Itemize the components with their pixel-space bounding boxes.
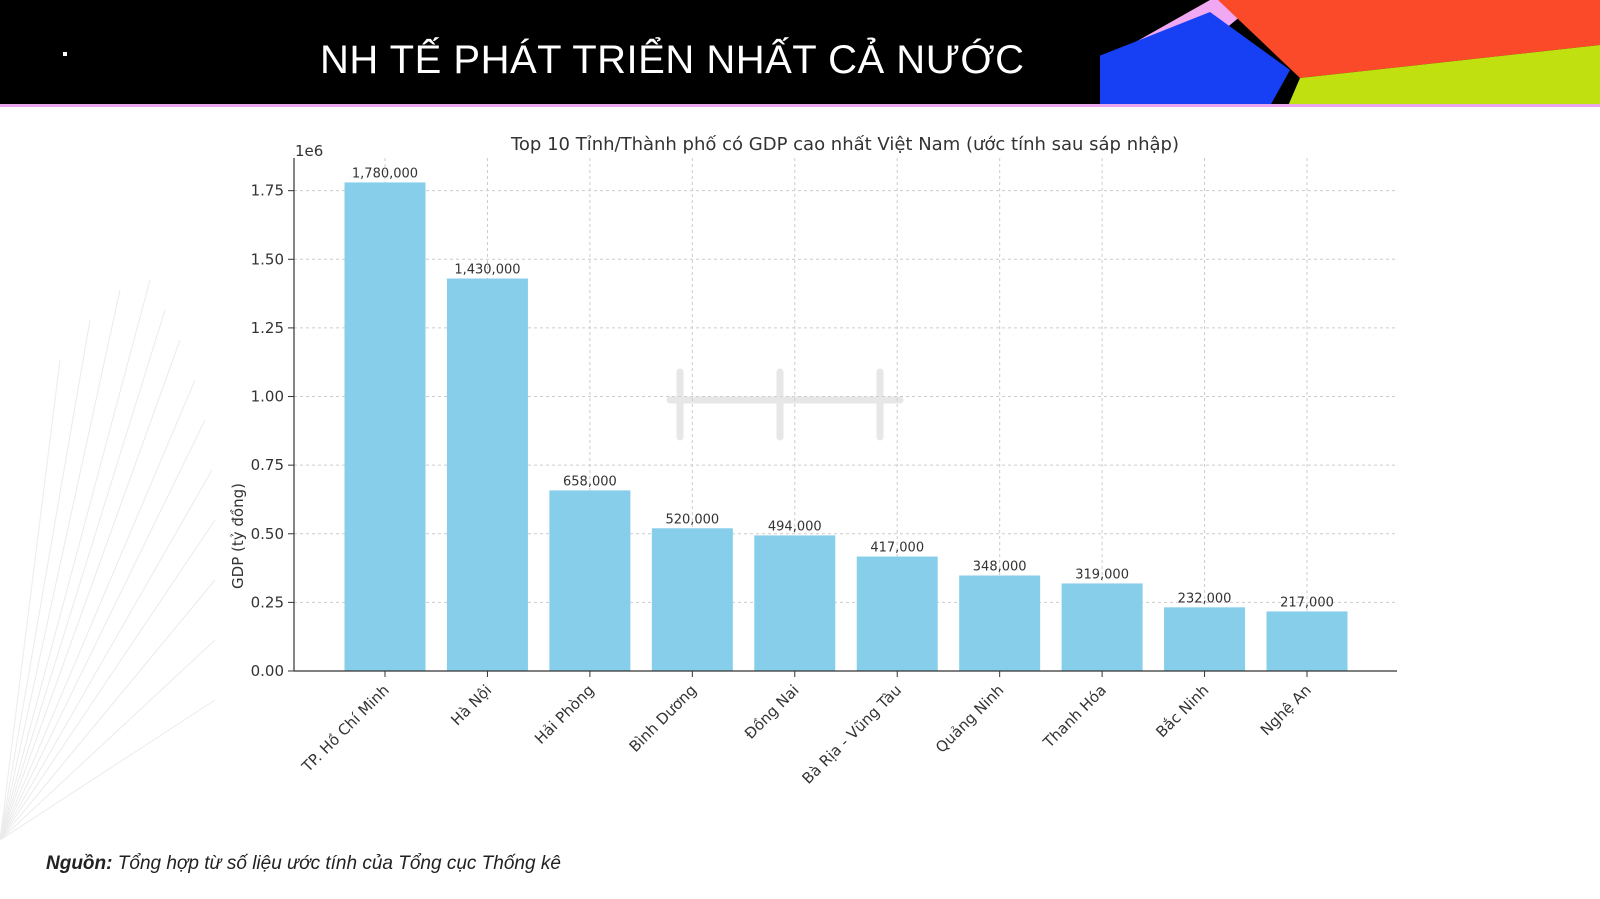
bar xyxy=(1164,607,1246,671)
y-axis-label: GDP (tỷ đồng) xyxy=(229,483,247,589)
bar-value-label: 1,780,000 xyxy=(352,166,418,181)
gdp-bar-chart: Top 10 Tỉnh/Thành phố có GDP cao nhất Vi… xyxy=(229,134,1397,788)
x-tick-label: Hải Phòng xyxy=(531,681,598,748)
y-tick-label: 0.00 xyxy=(251,662,284,680)
source-label: Nguồn: xyxy=(46,853,113,874)
x-tick-label: Hà Nội xyxy=(447,681,495,729)
bar xyxy=(549,490,631,671)
chart-title: Top 10 Tỉnh/Thành phố có GDP cao nhất Vi… xyxy=(510,134,1179,155)
header-underline xyxy=(0,104,1600,107)
bar-value-label: 217,000 xyxy=(1280,595,1334,610)
bar xyxy=(754,535,836,671)
background-rays xyxy=(0,280,216,840)
x-tick-label: Nghệ An xyxy=(1257,681,1315,739)
blue-shape xyxy=(1100,12,1290,106)
header-decoration xyxy=(1100,0,1600,106)
bar-value-label: 232,000 xyxy=(1178,591,1232,606)
bar-value-label: 520,000 xyxy=(665,512,719,527)
header-banner: NH TẾ PHÁT TRIỂN NHẤT CẢ NƯỚC xyxy=(0,0,1600,106)
y-tick-label: 0.25 xyxy=(251,593,284,611)
bar xyxy=(856,556,938,671)
bar-value-label: 319,000 xyxy=(1075,567,1129,582)
lime-shape xyxy=(1288,45,1600,106)
x-tick-label: Bắc Ninh xyxy=(1152,681,1212,741)
x-tick-label: Bình Dương xyxy=(626,681,701,756)
bar-value-label: 348,000 xyxy=(973,559,1027,574)
y-axis-offset-label: 1e6 xyxy=(295,142,323,160)
y-tick-label: 1.00 xyxy=(251,388,284,406)
y-tick-label: 1.50 xyxy=(251,250,284,268)
y-tick-label: 1.75 xyxy=(251,182,284,200)
watermark-mark xyxy=(666,368,904,441)
bar xyxy=(344,182,426,671)
bar-value-label: 1,430,000 xyxy=(454,262,520,277)
y-tick-label: 1.25 xyxy=(251,319,284,337)
bar-value-label: 417,000 xyxy=(870,541,924,556)
red-shape xyxy=(1218,0,1600,78)
page-title: NH TẾ PHÁT TRIỂN NHẤT CẢ NƯỚC xyxy=(320,38,1025,82)
bars-layer xyxy=(344,182,1348,671)
bar xyxy=(651,528,733,671)
bar xyxy=(446,278,528,671)
x-tick-label: TP. Hồ Chí Minh xyxy=(298,681,393,776)
y-tick-label: 0.50 xyxy=(251,525,284,543)
x-tick-label: Bà Rịa - Vũng Tàu xyxy=(799,681,906,788)
bar-value-label: 658,000 xyxy=(563,474,617,489)
bar-value-label: 494,000 xyxy=(768,519,822,534)
y-tick-label: 0.75 xyxy=(251,456,284,474)
header-dot xyxy=(63,52,67,56)
source-text: Tổng hợp từ số liệu ước tính của Tổng cụ… xyxy=(117,853,561,874)
x-tick-label: Quảng Ninh xyxy=(932,681,1007,756)
axes-layer xyxy=(288,158,1397,677)
source-note: Nguồn: Tổng hợp từ số liệu ước tính của … xyxy=(46,853,561,875)
x-tick-label: Thanh Hóa xyxy=(1039,681,1110,752)
x-tick-label: Đồng Nai xyxy=(741,681,803,743)
bar xyxy=(959,575,1041,671)
bar xyxy=(1061,583,1143,671)
bar xyxy=(1266,611,1348,671)
